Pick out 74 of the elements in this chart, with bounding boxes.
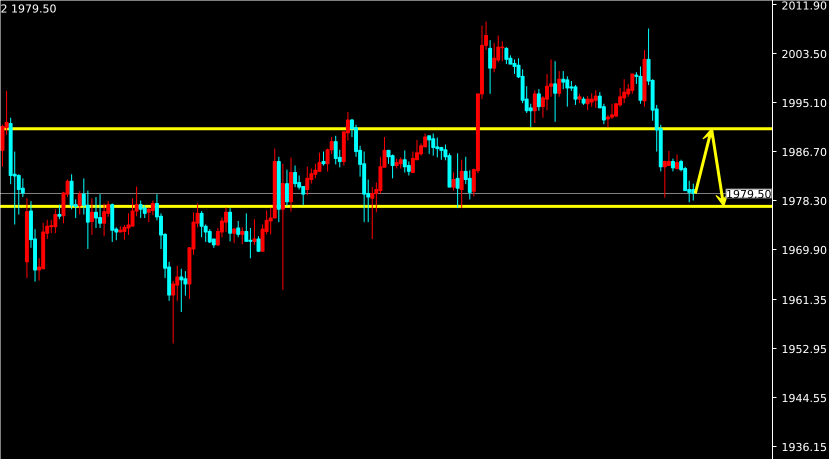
candlestick: [586, 96, 590, 111]
candlestick: [662, 160, 667, 198]
candlestick: [232, 227, 236, 244]
candlestick: [175, 265, 180, 302]
y-tick-label: 1978.30: [782, 195, 827, 208]
candlestick: [252, 218, 256, 246]
candlestick: [488, 40, 492, 94]
candlestick: [512, 58, 516, 74]
candlestick: [102, 202, 106, 237]
y-tick-label: 1936.15: [782, 440, 827, 454]
candlestick: [390, 154, 395, 179]
candlestick: [142, 204, 147, 219]
candlestick: [284, 169, 289, 206]
candlestick: [622, 78, 626, 104]
candlestick: [293, 165, 298, 188]
candlestick: [208, 228, 212, 244]
candlestick: [666, 150, 671, 166]
candlestick: [179, 268, 184, 312]
candlestick: [236, 220, 240, 238]
candlestick: [200, 210, 204, 238]
candlestick: [452, 172, 456, 192]
candlestick: [504, 46, 508, 65]
candlestick: [322, 151, 326, 166]
candlestick: [578, 93, 582, 104]
candlestick: [431, 132, 436, 156]
candlestick: [78, 190, 82, 216]
candlestick: [53, 208, 58, 234]
candlestick: [670, 158, 675, 172]
candlestick: [557, 70, 562, 98]
candlestick: [228, 208, 232, 242]
candlestick: [334, 135, 338, 165]
chart-title: 2 1979.50: [0, 2, 56, 16]
candlestick: [675, 154, 679, 170]
candlestick: [90, 198, 94, 236]
ref-line-label: 1979.50: [726, 188, 772, 202]
candlestick: [394, 158, 399, 169]
y-tick-label: 1961.35: [782, 294, 827, 307]
candlestick: [57, 204, 62, 220]
candlestick: [16, 174, 21, 216]
candlestick: [410, 151, 415, 174]
y-tick-label: 2011.90: [782, 0, 827, 12]
candlestick: [553, 60, 558, 122]
candlestick: [370, 186, 374, 240]
candlestick: [532, 90, 537, 124]
candlestick: [402, 150, 407, 174]
candlestick: [456, 152, 460, 209]
y-tick-label: 1995.10: [782, 97, 827, 110]
candlestick: [500, 40, 504, 62]
candlestick: [573, 84, 578, 106]
y-tick-label: 1944.55: [782, 392, 827, 405]
candlestick: [638, 66, 642, 104]
candlestick: [594, 90, 598, 108]
y-tick-label: 1986.70: [782, 146, 827, 160]
y-tick-label: 1969.90: [782, 244, 827, 258]
candlestick: [427, 135, 432, 154]
candlestick: [305, 166, 310, 196]
candlestick: [94, 196, 98, 228]
candlestick: [565, 76, 570, 108]
candlestick: [468, 170, 472, 200]
candlestick: [138, 200, 143, 219]
candlestick: [590, 92, 594, 108]
candlestick: [256, 236, 260, 252]
candlestick: [126, 212, 130, 236]
candlestick: [240, 226, 244, 245]
candlestick: [98, 194, 102, 228]
candlestick: [398, 156, 403, 169]
candlestick: [460, 159, 464, 209]
y-tick-label: 1952.95: [782, 342, 827, 356]
y-tick-label: 2003.50: [782, 48, 827, 62]
candlestick: [248, 227, 252, 259]
candlestick: [435, 137, 440, 158]
candlestick: [561, 70, 566, 90]
candlestick: [536, 88, 541, 112]
candlestick: [630, 73, 634, 94]
